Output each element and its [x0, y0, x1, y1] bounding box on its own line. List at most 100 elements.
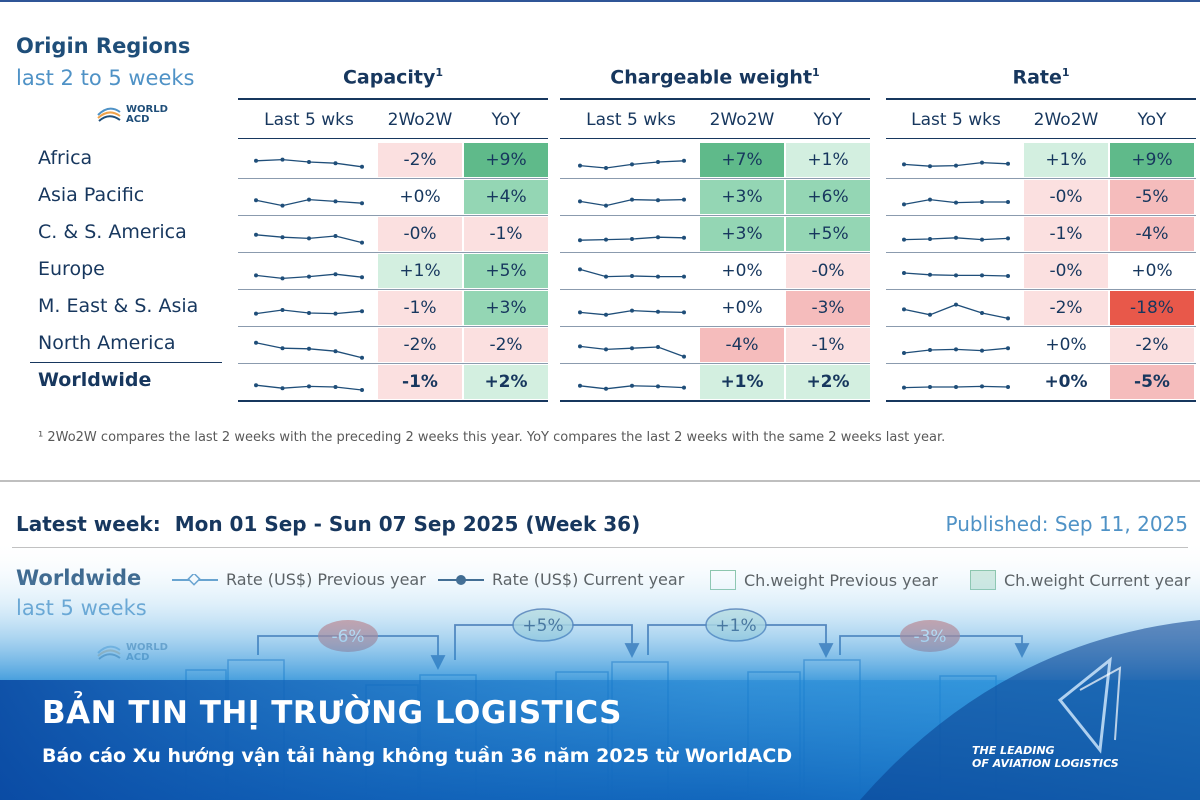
row-divider — [238, 400, 548, 402]
logo-text-2: ACD — [126, 652, 150, 663]
rate-yoy-cell: -4% — [1110, 217, 1194, 251]
arrow-head — [430, 655, 446, 671]
row-divider — [238, 326, 548, 327]
change-label: +1% — [715, 616, 756, 636]
logo-text-2: ACD — [126, 114, 150, 125]
capacity-wow-cell: -0% — [378, 217, 462, 251]
row-divider — [560, 289, 870, 290]
row-divider — [886, 326, 1196, 327]
capacity-wow-cell: -1% — [378, 291, 462, 325]
chargeable_weight-wow-cell: +7% — [700, 143, 784, 177]
latest-week-label: Latest week: — [16, 512, 161, 536]
capacity-sparkline — [254, 340, 364, 360]
row-divider — [238, 363, 548, 364]
capacity-sparkline — [254, 383, 364, 392]
footnote: ¹ 2Wo2W compares the last 2 weeks with t… — [38, 430, 946, 445]
row-divider — [238, 215, 548, 216]
rate-wow-cell: -0% — [1024, 254, 1108, 288]
sparkline-point — [902, 307, 906, 312]
sparkline-point — [656, 198, 660, 203]
row-divider — [238, 178, 548, 179]
sparkline-point — [1006, 161, 1010, 166]
row-divider — [238, 289, 548, 290]
rate-sparkline — [902, 346, 1010, 355]
col-header-last5: Last 5 wks — [911, 110, 1001, 130]
capacity-wow-cell: -1% — [378, 365, 462, 399]
capacity-sparkline — [254, 157, 364, 169]
chargeable_weight-yoy-cell: +5% — [786, 217, 870, 251]
sparkline-point — [954, 163, 958, 168]
chweight-curr-bar — [419, 674, 477, 800]
chargeable_weight-yoy-cell: +6% — [786, 180, 870, 214]
col-header-last5: Last 5 wks — [264, 110, 354, 130]
col-header-yoy: YoY — [491, 110, 521, 130]
sparkline-point — [254, 158, 258, 163]
row-divider — [560, 215, 870, 216]
sparkline-point — [928, 237, 932, 241]
latest-week: Latest week: Mon 01 Sep - Sun 07 Sep 2025… — [16, 512, 640, 536]
worldacd-logo: WORLD ACD — [96, 102, 168, 128]
rate-yoy-cell: -5% — [1110, 180, 1194, 214]
group-name: Rate — [1012, 66, 1062, 89]
chargeable_weight-sparkline — [578, 235, 686, 243]
row-divider — [560, 178, 870, 179]
sparkline-point — [1006, 346, 1010, 351]
row-divider — [560, 252, 870, 253]
sparkline-point — [280, 276, 285, 281]
sparkline-point — [307, 346, 311, 351]
sparkline-point — [280, 235, 285, 240]
chargeable_weight-yoy-cell: -3% — [786, 291, 870, 325]
chweight-curr-bar — [803, 659, 861, 800]
capacity-wow-cell: -2% — [378, 328, 462, 362]
sparkline-point — [980, 384, 984, 389]
row-divider — [560, 400, 870, 402]
group-title-chargeable-weight: Chargeable weight1 — [560, 66, 870, 88]
sparkline-point — [630, 162, 634, 167]
chweight-prev-bar — [939, 675, 997, 800]
chargeable_weight-yoy-cell: +2% — [786, 365, 870, 399]
capacity-yoy-cell: +4% — [464, 180, 548, 214]
sparkline-point — [954, 347, 958, 352]
capacity-yoy-cell: +3% — [464, 291, 548, 325]
region-label: Africa — [38, 147, 93, 169]
sparkline-point — [604, 312, 608, 317]
chargeable_weight-yoy-cell: -1% — [786, 328, 870, 362]
sparkline-point — [280, 157, 285, 162]
published-date: Published: Sep 11, 2025 — [945, 512, 1189, 536]
sparkline-point — [902, 162, 906, 167]
col-header-yoy: YoY — [813, 110, 843, 130]
sparkline-point — [604, 274, 608, 279]
banner-subtitle: Báo cáo Xu hướng vận tải hàng không tuần… — [42, 745, 793, 767]
sparkline-point — [578, 267, 582, 272]
sparkline-point — [954, 200, 958, 205]
sparkline-point — [630, 346, 634, 351]
sparkline-point — [333, 349, 338, 354]
sparkline-point — [682, 197, 686, 202]
sparkline-point — [360, 355, 364, 360]
arrow-head — [818, 643, 834, 659]
sparkline-point — [578, 238, 582, 243]
chweight-curr-bar — [611, 661, 669, 800]
sparkline-point — [954, 235, 958, 240]
sparkline-point — [360, 309, 364, 314]
sparkline-point — [578, 383, 582, 388]
sparkline-point — [980, 160, 984, 165]
worldacd-swirl-icon — [97, 645, 121, 660]
capacity-yoy-cell: -1% — [464, 217, 548, 251]
capacity-yoy-cell: +5% — [464, 254, 548, 288]
rate-sparkline — [902, 271, 1010, 278]
sparkline-point — [682, 274, 686, 279]
latest-week-range: Mon 01 Sep - Sun 07 Sep 2025 (Week 36) — [174, 512, 641, 536]
sparkline-point — [604, 347, 608, 352]
sparkline-point — [578, 163, 582, 168]
origin-regions-subtitle: last 2 to 5 weeks — [16, 66, 195, 90]
group-rule-rate — [886, 98, 1196, 100]
group-sup: 1 — [812, 66, 820, 79]
label-divider — [30, 362, 222, 363]
sparkline-point — [307, 311, 311, 315]
chargeable_weight-sparkline — [578, 308, 686, 317]
row-divider — [560, 363, 870, 364]
brand-tagline: THE LEADING OF AVIATION LOGISTICS — [972, 744, 1119, 770]
region-label: North America — [38, 332, 176, 354]
